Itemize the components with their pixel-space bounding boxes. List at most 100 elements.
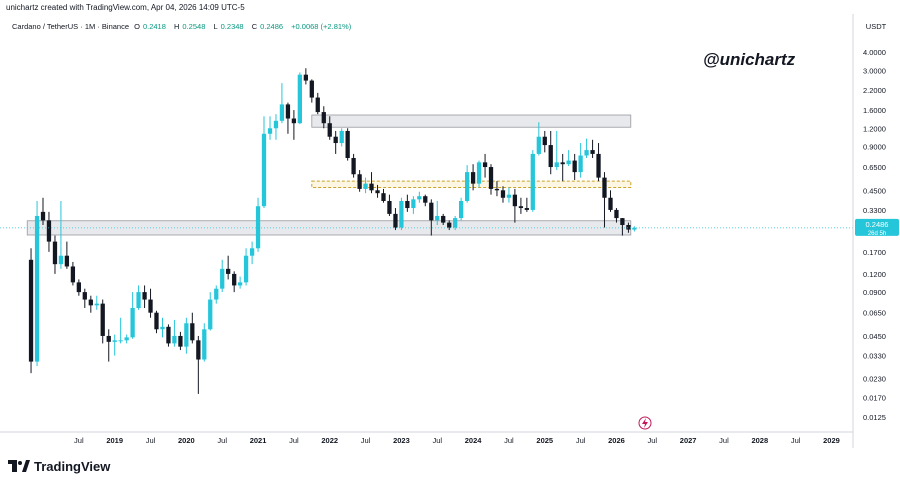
candle-body[interactable] [369, 183, 374, 191]
candle-body[interactable] [243, 255, 249, 283]
candle-body[interactable] [357, 174, 362, 189]
candle-body[interactable] [309, 80, 314, 98]
candle-body[interactable] [106, 335, 111, 342]
candle-body[interactable] [58, 255, 64, 265]
candle-body[interactable] [494, 188, 500, 191]
candle-body[interactable] [351, 157, 356, 175]
candle-body[interactable] [453, 218, 458, 228]
candle-body[interactable] [285, 104, 291, 119]
candle-body[interactable] [166, 326, 171, 344]
candle-body[interactable] [476, 162, 482, 184]
candle-body[interactable] [429, 202, 434, 221]
candle-body[interactable] [255, 206, 261, 249]
lightning-event-icon[interactable] [638, 416, 652, 430]
candle-body[interactable] [470, 172, 476, 184]
candle-body[interactable] [315, 97, 320, 113]
candle-body[interactable] [524, 208, 529, 210]
dashed-zone[interactable] [311, 180, 632, 189]
candle-body[interactable] [291, 118, 297, 124]
candle-body[interactable] [530, 153, 535, 210]
candle-body[interactable] [333, 136, 338, 144]
candle-body[interactable] [447, 222, 452, 228]
candle-body[interactable] [76, 282, 81, 293]
candle-body[interactable] [88, 299, 93, 306]
candle-body[interactable] [46, 220, 52, 242]
candle-body[interactable] [381, 193, 386, 202]
candle-body[interactable] [393, 213, 398, 228]
candle-body[interactable] [190, 323, 195, 341]
candle-body[interactable] [632, 227, 637, 230]
candle-body[interactable] [590, 150, 595, 154]
candle-body[interactable] [321, 112, 326, 124]
candle-body[interactable] [261, 133, 267, 207]
candle-body[interactable] [52, 241, 58, 265]
candle-body[interactable] [118, 340, 123, 342]
candle-body[interactable] [518, 206, 524, 209]
candle-body[interactable] [560, 162, 565, 165]
candle-body[interactable] [220, 268, 225, 289]
candle-body[interactable] [94, 303, 99, 306]
candle-body[interactable] [64, 255, 70, 267]
candle-body[interactable] [548, 145, 553, 168]
candle-body[interactable] [423, 196, 428, 203]
candle-body[interactable] [435, 215, 440, 221]
candle-body[interactable] [267, 128, 273, 134]
candle-body[interactable] [387, 201, 392, 214]
candle-body[interactable] [411, 199, 416, 209]
candle-body[interactable] [405, 201, 410, 209]
candle-body[interactable] [297, 74, 302, 124]
candle-body[interactable] [148, 299, 153, 313]
candle-body[interactable] [465, 172, 470, 202]
candle-body[interactable] [34, 215, 40, 362]
candle-body[interactable] [626, 225, 631, 230]
candle-body[interactable] [327, 123, 332, 137]
candle-body[interactable] [488, 167, 494, 189]
candle-body[interactable] [482, 162, 488, 168]
candle-body[interactable] [578, 155, 583, 173]
candle-body[interactable] [136, 292, 141, 309]
candle-body[interactable] [232, 273, 237, 286]
candle-body[interactable] [375, 190, 380, 194]
candle-body[interactable] [154, 312, 159, 330]
candle-body[interactable] [130, 308, 135, 338]
candle-body[interactable] [28, 259, 34, 362]
candle-body[interactable] [249, 248, 255, 256]
candle-body[interactable] [303, 74, 309, 81]
candle-body[interactable] [584, 150, 589, 156]
candle-body[interactable] [500, 190, 506, 198]
candle-body[interactable] [542, 136, 547, 146]
candle-body[interactable] [279, 104, 285, 121]
candle-body[interactable] [339, 130, 344, 144]
candle-body[interactable] [596, 153, 601, 178]
candle-body[interactable] [142, 292, 147, 300]
candle-body[interactable] [178, 335, 183, 347]
candle-body[interactable] [160, 326, 165, 330]
candle-body[interactable] [226, 268, 231, 274]
candle-body[interactable] [620, 218, 625, 226]
candle-body[interactable] [458, 201, 464, 219]
candle-body[interactable] [70, 266, 76, 283]
candle-body[interactable] [572, 160, 577, 173]
tradingview-footer[interactable]: TradingView [8, 458, 110, 474]
candle-body[interactable] [363, 183, 368, 189]
candle-body[interactable] [345, 130, 350, 158]
candle-body[interactable] [237, 282, 243, 286]
candle-body[interactable] [82, 292, 87, 300]
candle-body[interactable] [512, 194, 518, 207]
support-resistance-zone[interactable] [311, 114, 632, 128]
candle-body[interactable] [202, 329, 207, 360]
candle-body[interactable] [40, 211, 46, 221]
candle-body[interactable] [208, 299, 213, 330]
candle-body[interactable] [172, 335, 177, 344]
candle-body[interactable] [214, 288, 219, 300]
candle-body[interactable] [608, 197, 613, 210]
currency-label[interactable]: USDT [866, 22, 887, 31]
candle-body[interactable] [273, 120, 279, 129]
candle-body[interactable] [196, 340, 201, 360]
candle-body[interactable] [441, 215, 446, 223]
candle-body[interactable] [614, 209, 619, 219]
candle-body[interactable] [112, 340, 117, 342]
candle-body[interactable] [124, 337, 129, 341]
candle-body[interactable] [184, 323, 189, 347]
